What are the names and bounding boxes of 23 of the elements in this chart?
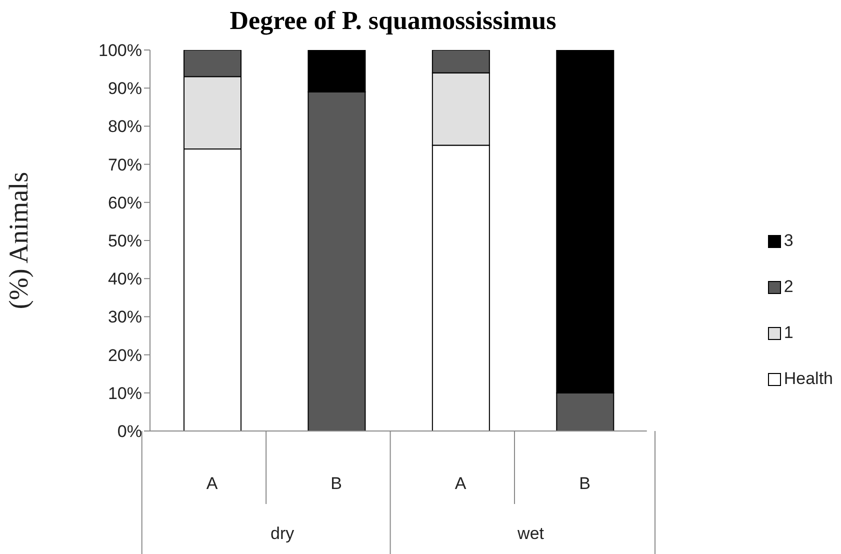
y-tick-label: 70%	[108, 155, 142, 174]
y-tick-label: 60%	[108, 193, 142, 212]
y-axis-title: (%) Animals	[4, 172, 34, 310]
x-tick-label: A	[206, 474, 218, 493]
y-tick-label: 10%	[108, 384, 142, 403]
y-tick-label: 90%	[108, 79, 142, 98]
x-tick-label: B	[330, 474, 342, 493]
x-tick-label: A	[454, 474, 467, 493]
text: wet	[516, 524, 544, 543]
chart-title: Degree of P. squamossissimus	[228, 6, 558, 36]
text: dry	[270, 524, 295, 543]
y-tick-label: 30%	[108, 308, 142, 327]
legend-label: 1	[784, 323, 794, 343]
legend-label: 2	[784, 277, 794, 297]
legend-label: Health	[784, 369, 833, 389]
legend-label: 3	[784, 231, 794, 251]
y-tick-label: 40%	[108, 270, 142, 289]
y-tick-label: 20%	[108, 346, 142, 365]
x-tick-label: B	[579, 474, 590, 493]
y-tick-label: 50%	[108, 232, 142, 251]
y-tick-label: 80%	[108, 117, 142, 136]
y-tick-label: 0%	[117, 422, 142, 442]
y-tick-label: 100%	[98, 41, 142, 60]
